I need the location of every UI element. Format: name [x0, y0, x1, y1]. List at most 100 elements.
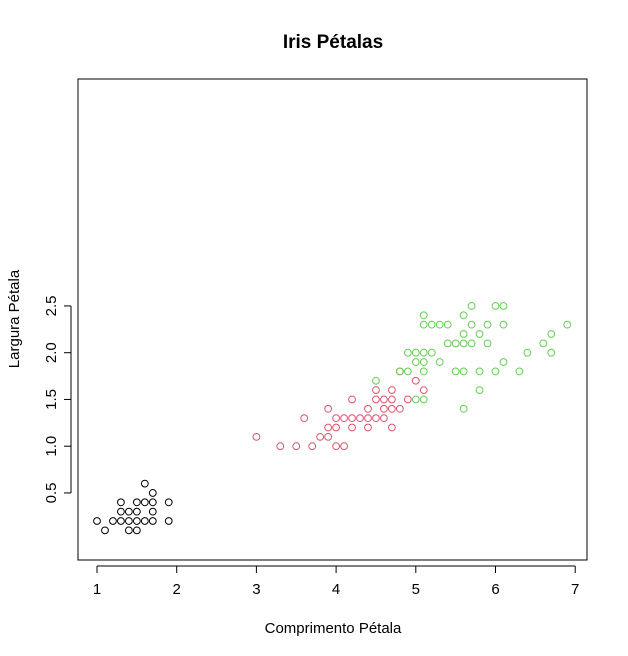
- data-point: [395, 404, 404, 413]
- data-point: [411, 376, 420, 385]
- data-point: [372, 386, 380, 395]
- data-point: [332, 442, 341, 451]
- data-point: [459, 404, 468, 413]
- y-tick-label: 1.0: [43, 436, 60, 457]
- y-axis: 0.5 1.0 1.5 2.0 2.5: [43, 296, 72, 504]
- data-point: [324, 423, 333, 432]
- data-point: [124, 526, 133, 535]
- data-point: [403, 348, 412, 357]
- data-point: [387, 395, 396, 404]
- data-point: [276, 442, 285, 451]
- data-point: [419, 367, 428, 376]
- x-axis: 1 2 3 4 5 6 7: [93, 565, 579, 598]
- data-point: [117, 498, 125, 507]
- data-point: [547, 330, 556, 338]
- data-point: [475, 386, 484, 395]
- data-point: [148, 517, 157, 525]
- data-point: [132, 498, 141, 507]
- data-point: [117, 517, 125, 525]
- y-axis-label: Largura Pétala: [6, 269, 23, 368]
- data-point: [467, 339, 476, 348]
- data-point: [380, 414, 388, 423]
- chart-title: Iris Pétalas: [283, 32, 383, 53]
- data-point: [451, 339, 460, 348]
- data-point: [308, 442, 317, 451]
- data-point: [387, 423, 396, 432]
- data-point: [459, 311, 468, 320]
- data-point: [459, 330, 468, 338]
- data-point: [292, 442, 301, 451]
- data-point: [403, 367, 412, 376]
- data-point: [332, 423, 341, 432]
- data-point: [364, 423, 372, 432]
- data-point: [316, 432, 325, 441]
- data-point: [348, 423, 356, 432]
- data-point: [387, 386, 396, 395]
- y-tick-label: 1.5: [43, 389, 60, 410]
- data-point: [117, 507, 125, 516]
- data-point: [499, 358, 508, 366]
- data-point: [435, 320, 444, 329]
- data-point: [499, 320, 508, 329]
- plot-frame: [77, 78, 588, 561]
- series-1: [93, 479, 173, 535]
- data-point: [387, 404, 396, 413]
- y-tick-label: 2.0: [43, 342, 60, 363]
- data-point: [364, 404, 372, 413]
- data-point: [427, 348, 436, 357]
- data-point: [451, 367, 460, 376]
- data-point: [124, 517, 133, 525]
- data-point: [132, 526, 141, 535]
- data-point: [324, 432, 333, 441]
- data-point: [539, 339, 548, 348]
- data-point: [459, 367, 468, 376]
- x-tick-label: 3: [252, 581, 260, 598]
- x-tick-label: 7: [571, 581, 579, 598]
- data-point: [132, 517, 141, 525]
- x-axis-label: Comprimento Pétala: [265, 620, 402, 637]
- data-point: [164, 517, 173, 525]
- data-point: [109, 517, 117, 525]
- data-point: [93, 517, 101, 525]
- data-point: [340, 442, 348, 451]
- data-point: [475, 367, 484, 376]
- data-point: [443, 320, 452, 329]
- data-point: [547, 348, 556, 357]
- data-point: [419, 358, 428, 366]
- data-point: [380, 404, 388, 413]
- data-point: [419, 395, 428, 404]
- data-point: [252, 432, 261, 441]
- data-point: [164, 498, 173, 507]
- data-point: [459, 339, 468, 348]
- data-point: [483, 339, 492, 348]
- x-tick-label: 5: [412, 581, 420, 598]
- data-point: [403, 395, 412, 404]
- data-point: [491, 302, 500, 310]
- data-point: [443, 339, 452, 348]
- data-point: [419, 320, 428, 329]
- data-point: [148, 489, 157, 497]
- x-tick-label: 6: [491, 581, 499, 598]
- data-point: [419, 348, 428, 357]
- data-point: [101, 526, 109, 535]
- data-point: [348, 414, 356, 423]
- data-point: [300, 414, 309, 423]
- data-point: [380, 395, 388, 404]
- data-point: [364, 414, 372, 423]
- data-point: [132, 507, 141, 516]
- data-point: [124, 507, 133, 516]
- x-tick-label: 4: [332, 581, 340, 598]
- data-point: [427, 320, 436, 329]
- series-3: [372, 302, 572, 413]
- data-point: [348, 395, 356, 404]
- data-point: [148, 507, 157, 516]
- data-point: [332, 414, 341, 423]
- data-point: [523, 348, 532, 357]
- data-point: [356, 414, 364, 423]
- data-point: [499, 302, 508, 310]
- data-point: [411, 348, 420, 357]
- data-point: [419, 386, 428, 395]
- y-tick-label: 0.5: [43, 483, 60, 504]
- x-tick-label: 1: [93, 581, 101, 598]
